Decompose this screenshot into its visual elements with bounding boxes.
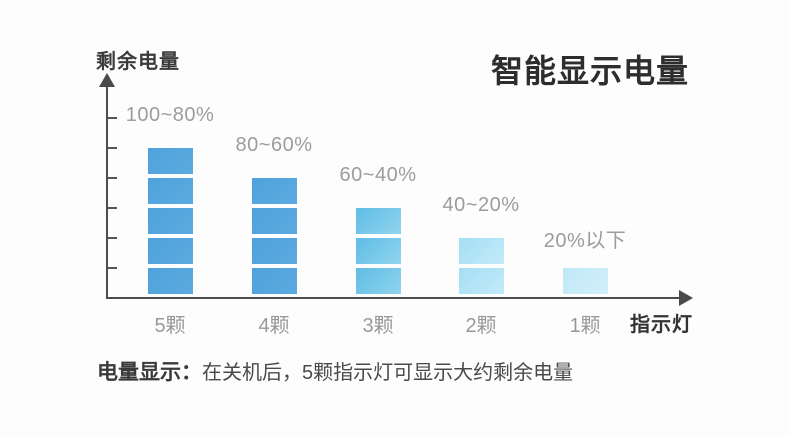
battery-bar-4颗 — [251, 178, 297, 294]
x-axis-label: 指示灯 — [630, 314, 693, 336]
y-axis-tick — [108, 237, 117, 239]
battery-bar-5颗 — [147, 148, 193, 294]
range-label: 20%以下 — [543, 230, 627, 252]
y-axis — [106, 86, 108, 298]
battery-segment — [147, 268, 193, 294]
y-axis-tick — [108, 207, 117, 209]
battery-segment — [147, 208, 193, 234]
battery-segment — [147, 238, 193, 264]
battery-segment — [355, 238, 401, 264]
y-axis-tick — [108, 117, 117, 119]
y-axis-label: 剩余电量 — [96, 51, 180, 73]
x-axis — [106, 297, 680, 299]
y-axis-tick — [108, 147, 117, 149]
range-label: 80~60% — [235, 134, 313, 156]
y-axis-tick — [108, 177, 117, 179]
range-label: 100~80% — [125, 104, 215, 126]
battery-bar-2颗 — [458, 238, 504, 294]
category-label: 5颗 — [154, 315, 186, 337]
category-label: 3颗 — [362, 315, 394, 337]
battery-segment — [147, 148, 193, 174]
battery-segment — [251, 208, 297, 234]
battery-segment — [562, 268, 608, 294]
battery-bar-3颗 — [355, 208, 401, 294]
battery-segment — [355, 268, 401, 294]
battery-segment — [251, 178, 297, 204]
caption: 电量显示：在关机后，5颗指示灯可显示大约剩余电量 — [97, 356, 573, 386]
category-label: 2颗 — [465, 315, 497, 337]
battery-segment — [251, 238, 297, 264]
page-title: 智能显示电量 — [490, 53, 689, 89]
battery-segment — [458, 268, 504, 294]
battery-segment — [355, 208, 401, 234]
range-label: 60~40% — [339, 164, 417, 186]
battery-segment — [251, 268, 297, 294]
range-label: 40~20% — [442, 194, 520, 216]
battery-segment — [458, 238, 504, 264]
battery-bar-1颗 — [562, 268, 608, 294]
y-axis-tick — [108, 267, 117, 269]
caption-text: 在关机后，5颗指示灯可显示大约剩余电量 — [202, 362, 574, 384]
x-axis-arrow-icon — [679, 290, 693, 306]
category-label: 1颗 — [569, 315, 601, 337]
caption-label: 电量显示： — [97, 361, 202, 384]
y-axis-arrow-icon — [99, 73, 115, 87]
battery-segment — [147, 178, 193, 204]
category-label: 4颗 — [258, 315, 290, 337]
